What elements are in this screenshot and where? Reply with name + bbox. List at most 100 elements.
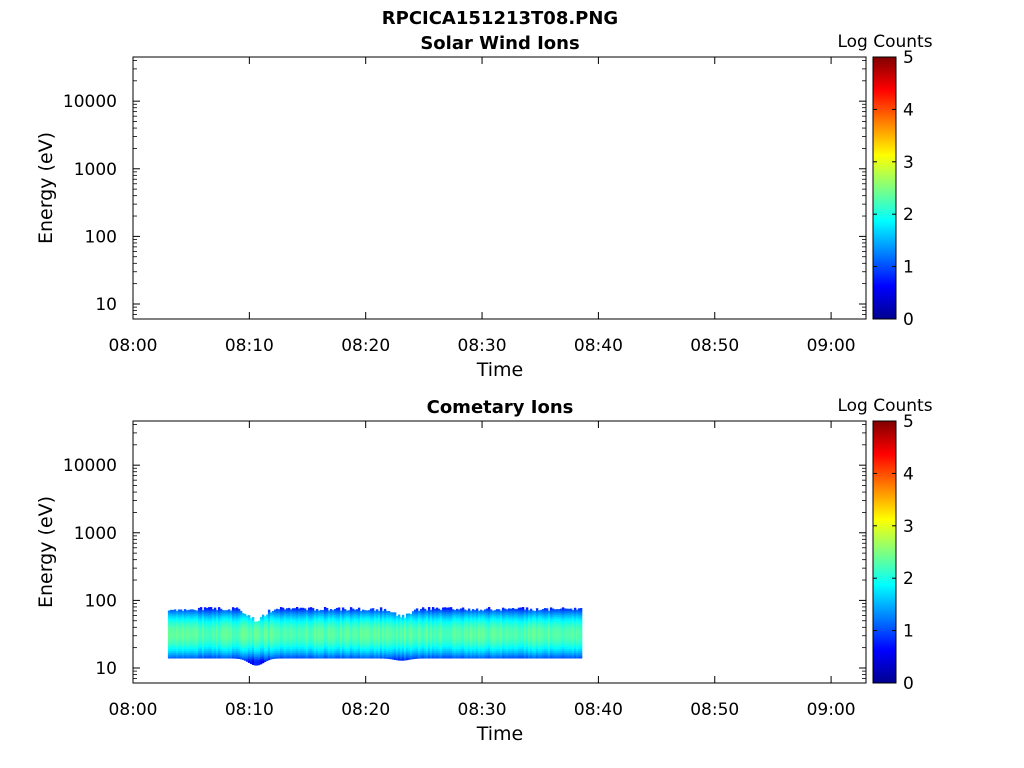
heatmap-cell [413, 617, 417, 620]
heatmap-cell [231, 613, 235, 616]
heatmap-cell [535, 612, 539, 615]
heatmap-cell [385, 614, 389, 617]
heatmap-cell [505, 648, 509, 652]
heatmap-cell [453, 628, 457, 631]
heatmap-cell [249, 658, 253, 661]
heatmap-cell [345, 636, 349, 639]
heatmap-cell [415, 654, 419, 657]
heatmap-cell [199, 634, 203, 637]
heatmap-cell [387, 627, 391, 630]
heatmap-cell [503, 627, 507, 630]
heatmap-cell [319, 646, 323, 650]
heatmap-cell [391, 655, 395, 658]
heatmap-cell [387, 616, 391, 619]
heatmap-cell [511, 633, 515, 636]
heatmap-cell [337, 617, 341, 620]
heatmap-cell [489, 631, 493, 635]
heatmap-cell [195, 634, 199, 637]
heatmap-cell [443, 626, 447, 630]
heatmap-cell [387, 638, 391, 641]
heatmap-cell [509, 620, 513, 623]
heatmap-cell [329, 656, 333, 659]
heatmap-cell [327, 652, 331, 655]
heatmap-cell [189, 613, 193, 616]
heatmap-cell [231, 642, 235, 645]
heatmap-cell [373, 623, 377, 626]
heatmap-cell [339, 636, 343, 639]
heatmap-cell [511, 629, 515, 632]
heatmap-cell [299, 638, 303, 642]
heatmap-cell [507, 612, 511, 615]
heatmap-cell [503, 639, 507, 642]
heatmap-cell [295, 622, 299, 626]
heatmap-cell [511, 619, 515, 622]
heatmap-cell [369, 625, 373, 629]
heatmap-cell [237, 656, 241, 659]
heatmap-cell [373, 650, 377, 654]
heatmap-cell [183, 631, 187, 635]
heatmap-cell [369, 612, 373, 615]
heatmap-cell [415, 616, 419, 619]
heatmap-cell [215, 610, 219, 613]
heatmap-cell [373, 634, 377, 637]
heatmap-cell [333, 637, 337, 640]
heatmap-cell [213, 615, 217, 618]
heatmap-cell [323, 652, 327, 655]
heatmap-cell [441, 648, 445, 651]
heatmap-cell [529, 620, 533, 623]
heatmap-cell [335, 646, 339, 649]
heatmap-cell [273, 645, 277, 648]
heatmap-cell [347, 654, 351, 657]
heatmap-cell [525, 644, 529, 647]
heatmap-cell [341, 636, 345, 640]
heatmap-cell [473, 656, 477, 659]
heatmap-cell [491, 627, 495, 630]
heatmap-cell [259, 629, 263, 632]
heatmap-cell [487, 610, 491, 614]
heatmap-cell [481, 656, 485, 659]
heatmap-cell [261, 655, 265, 658]
heatmap-cell [409, 657, 413, 660]
heatmap-cell [337, 646, 341, 649]
heatmap-cell [503, 616, 507, 619]
heatmap-cell [505, 628, 509, 631]
heatmap-cell [233, 611, 237, 615]
heatmap-cell [281, 609, 285, 613]
heatmap-cell [527, 615, 531, 619]
heatmap-cell [207, 640, 211, 643]
heatmap-cell [213, 640, 217, 643]
heatmap-cell [205, 638, 209, 642]
heatmap-cell [223, 628, 227, 631]
heatmap-cell [447, 644, 451, 647]
heatmap-cell [311, 609, 315, 613]
heatmap-cell [357, 615, 361, 618]
heatmap-cell [247, 649, 251, 652]
heatmap-cell [267, 611, 271, 614]
heatmap-cell [251, 651, 255, 654]
heatmap-cell [181, 643, 185, 646]
heatmap-cell [371, 644, 375, 647]
heatmap-cell [375, 611, 379, 614]
heatmap-cell [339, 637, 343, 641]
heatmap-cell [297, 625, 301, 628]
heatmap-cell [203, 613, 207, 616]
heatmap-cell [203, 617, 207, 620]
heatmap-cell [463, 656, 467, 659]
heatmap-cell [497, 643, 501, 646]
heatmap-cell [239, 647, 243, 651]
heatmap-cell [309, 646, 313, 649]
heatmap-cell [329, 643, 333, 646]
heatmap-cell [527, 652, 531, 655]
heatmap-cell [281, 613, 285, 616]
heatmap-cell [433, 646, 437, 650]
heatmap-cell [465, 641, 469, 644]
heatmap-cell [321, 635, 325, 639]
heatmap-cell [303, 642, 307, 646]
heatmap-cell [175, 621, 179, 624]
heatmap-cell [375, 618, 379, 621]
heatmap-cell [191, 639, 195, 642]
heatmap-cell [289, 643, 293, 646]
heatmap-cell [261, 614, 265, 617]
heatmap-cell [225, 623, 229, 626]
heatmap-cell [327, 626, 331, 630]
